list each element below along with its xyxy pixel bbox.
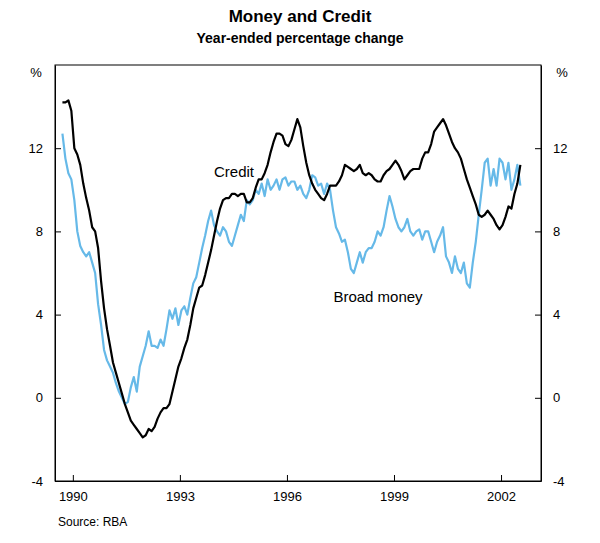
tick: 2002 xyxy=(487,475,516,504)
tick: 12 xyxy=(29,141,61,156)
tick-mark xyxy=(394,475,395,481)
tick-mark xyxy=(55,315,61,316)
y-axis-label: % xyxy=(30,65,42,80)
tick-label: 12 xyxy=(553,141,567,156)
tick: 4 xyxy=(36,307,61,322)
tick-label: 4 xyxy=(36,307,43,322)
tick-mark xyxy=(55,398,61,399)
tick: 8 xyxy=(535,224,560,239)
y-axis: -4 0 4 8 12 xyxy=(29,66,61,489)
tick-label: 0 xyxy=(553,390,560,405)
tick-label: 2002 xyxy=(487,489,516,504)
plot-frame xyxy=(55,65,541,481)
tick-mark xyxy=(180,475,181,481)
tick-mark xyxy=(535,231,541,232)
tick-label: -4 xyxy=(31,474,43,489)
tick: 4 xyxy=(535,307,560,322)
tick-mark xyxy=(55,148,61,149)
tick: 0 xyxy=(36,390,61,405)
tick: 12 xyxy=(535,141,567,156)
tick-label: 0 xyxy=(36,390,43,405)
axis-line xyxy=(55,66,56,482)
tick-label: 1996 xyxy=(273,489,302,504)
tick-label: -4 xyxy=(553,474,565,489)
series-line xyxy=(62,134,520,404)
tick-mark xyxy=(501,475,502,481)
tick-label: 8 xyxy=(36,224,43,239)
tick-mark xyxy=(73,475,74,481)
tick: 0 xyxy=(535,390,560,405)
subtitle: Year-ended percentage change xyxy=(197,30,404,46)
tick: 1993 xyxy=(166,475,195,504)
axis-line xyxy=(56,481,542,482)
series-label: Broad money xyxy=(333,288,423,305)
tick-label: 8 xyxy=(553,224,560,239)
plot-area xyxy=(62,100,520,437)
series-line xyxy=(62,100,520,437)
tick-mark xyxy=(535,481,541,482)
series-label: Credit xyxy=(214,163,255,180)
tick-mark xyxy=(55,481,61,482)
y2-axis-label: % xyxy=(556,65,568,80)
tick-label: 4 xyxy=(553,307,560,322)
tick: 1999 xyxy=(380,475,409,504)
chart: Money and Credit Year-ended percentage ch… xyxy=(0,0,600,543)
x-axis: 1990 1993 1996 1999 2002 xyxy=(56,475,542,504)
tick-mark xyxy=(287,475,288,481)
axis-line xyxy=(541,66,542,482)
tick: 1990 xyxy=(59,475,88,504)
tick-mark xyxy=(55,231,61,232)
tick: -4 xyxy=(535,474,565,489)
y2-axis: -4 0 4 8 12 xyxy=(535,66,567,489)
tick-mark xyxy=(535,398,541,399)
tick-label: 1999 xyxy=(380,489,409,504)
tick-label: 1993 xyxy=(166,489,195,504)
source: Source: RBA xyxy=(58,515,127,529)
tick-mark xyxy=(535,148,541,149)
tick-label: 1990 xyxy=(59,489,88,504)
tick: -4 xyxy=(31,474,61,489)
tick-mark xyxy=(535,315,541,316)
tick: 8 xyxy=(36,224,61,239)
title: Money and Credit xyxy=(229,7,372,26)
tick: 1996 xyxy=(273,475,302,504)
tick-label: 12 xyxy=(29,141,43,156)
